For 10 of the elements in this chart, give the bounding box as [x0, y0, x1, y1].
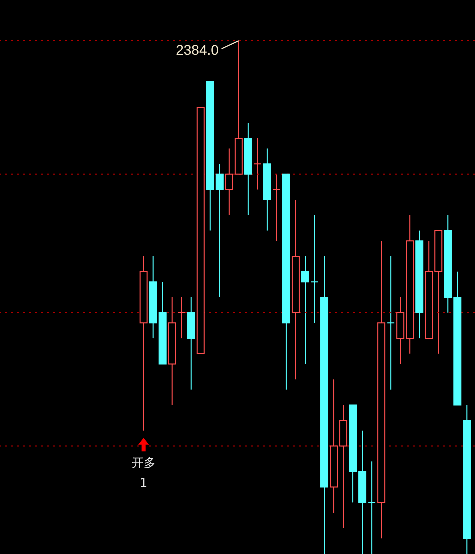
candlestick	[178, 297, 186, 340]
candlestick	[301, 256, 310, 365]
candlestick	[254, 138, 262, 190]
annotation: 开多	[132, 456, 156, 470]
candlestick	[311, 214, 319, 324]
candlestick	[387, 256, 396, 390]
annotation: 2384.0	[176, 42, 220, 58]
candlestick	[368, 461, 376, 554]
annotation: 1	[140, 476, 148, 490]
candlestick	[272, 174, 281, 242]
